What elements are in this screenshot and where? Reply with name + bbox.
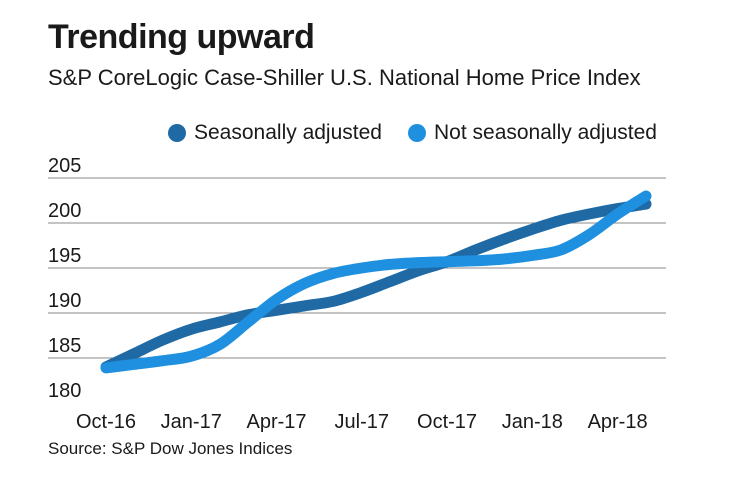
legend-item-not-seasonally-adjusted: Not seasonally adjusted	[408, 121, 657, 145]
legend-label-seasonally-adjusted: Seasonally adjusted	[194, 121, 382, 144]
chart-subtitle: S&P CoreLogic Case-Shiller U.S. National…	[48, 65, 641, 90]
y-tick-label: 190	[48, 290, 81, 312]
legend-swatch-not-seasonally-adjusted	[408, 124, 426, 142]
legend-item-seasonally-adjusted: Seasonally adjusted	[168, 121, 382, 145]
series-line-not-seasonally-adjusted	[100, 190, 652, 374]
x-tick-label: Jul-17	[335, 411, 389, 433]
y-tick-label: 180	[48, 380, 81, 402]
x-tick-label: Jan-17	[161, 411, 222, 433]
x-tick-label: Oct-17	[417, 411, 477, 433]
y-tick-label: 200	[48, 200, 81, 222]
legend-swatch-seasonally-adjusted	[168, 124, 186, 142]
x-tick-label: Apr-18	[588, 411, 648, 433]
y-tick-label: 195	[48, 245, 81, 267]
y-tick-label: 205	[48, 155, 81, 177]
series-line-seasonally-adjusted	[100, 198, 652, 373]
y-tick-label: 185	[48, 335, 81, 357]
x-tick-label: Apr-17	[247, 411, 307, 433]
chart-title: Trending upward	[48, 18, 315, 56]
legend: Seasonally adjusted Not seasonally adjus…	[0, 121, 740, 147]
source-note: Source: S&P Dow Jones Indices	[48, 439, 293, 458]
x-tick-label: Jan-18	[502, 411, 563, 433]
legend-label-not-seasonally-adjusted: Not seasonally adjusted	[434, 121, 657, 144]
x-tick-label: Oct-16	[76, 411, 136, 433]
